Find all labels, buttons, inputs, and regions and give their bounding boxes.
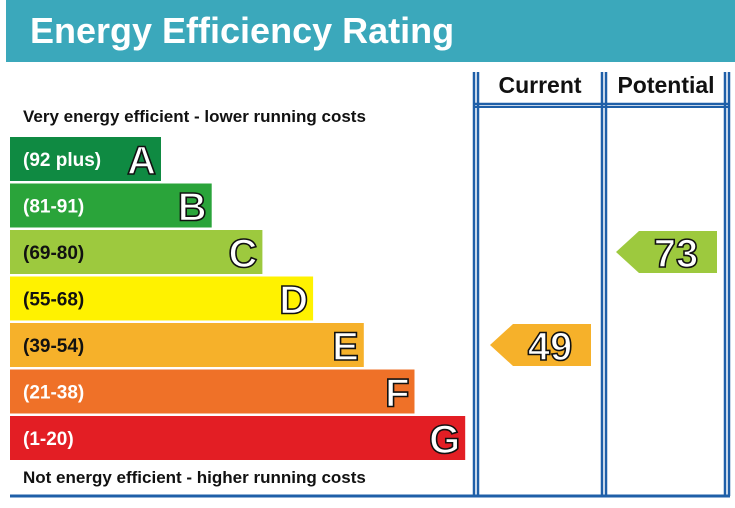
band-b: (81-91) B (10, 183, 212, 230)
band-bar (10, 416, 466, 460)
rating-value: 73 (654, 232, 699, 276)
band-letter: E (332, 325, 359, 369)
band-range-label: (69-80) (23, 243, 84, 264)
inefficient-label: Not energy efficient - higher running co… (23, 468, 366, 487)
band-range-label: (21-38) (23, 383, 84, 404)
band-letter: C (229, 232, 258, 276)
band-letter: G (429, 418, 460, 462)
band-c: (69-80) C (10, 230, 263, 277)
rating-value: 49 (528, 325, 573, 369)
band-bar (10, 230, 263, 274)
band-bar (10, 323, 364, 367)
band-bar (10, 369, 415, 414)
efficient-label: Very energy efficient - lower running co… (23, 107, 366, 126)
band-g: (1-20) G (10, 416, 466, 463)
header-bar: Energy Efficiency Rating (6, 0, 735, 62)
band-d: (55-68) D (10, 276, 314, 323)
band-letter: B (178, 186, 207, 230)
current-rating-arrow: 49 (490, 324, 591, 370)
band-a: (92 plus) A (10, 137, 161, 184)
band-f: (21-38) F (10, 369, 415, 416)
rating-arrow-shape (616, 231, 717, 273)
band-bar (10, 183, 212, 228)
band-letter: F (385, 372, 409, 416)
potential-rating-arrow: 73 (616, 231, 717, 277)
band-range-label: (39-54) (23, 336, 84, 357)
band-letter: D (279, 279, 308, 323)
band-e: (39-54) E (10, 323, 364, 370)
potential-column-header: Potential (617, 72, 715, 98)
band-range-label: (55-68) (23, 290, 84, 311)
band-range-label: (1-20) (23, 429, 74, 450)
page-title: Energy Efficiency Rating (30, 10, 455, 51)
band-bar (10, 137, 161, 181)
current-column-header: Current (498, 72, 582, 98)
band-bar (10, 276, 314, 321)
band-range-label: (92 plus) (23, 150, 101, 171)
band-range-label: (81-91) (23, 197, 84, 218)
band-letter: A (127, 139, 156, 183)
rating-arrow-shape (490, 324, 591, 366)
